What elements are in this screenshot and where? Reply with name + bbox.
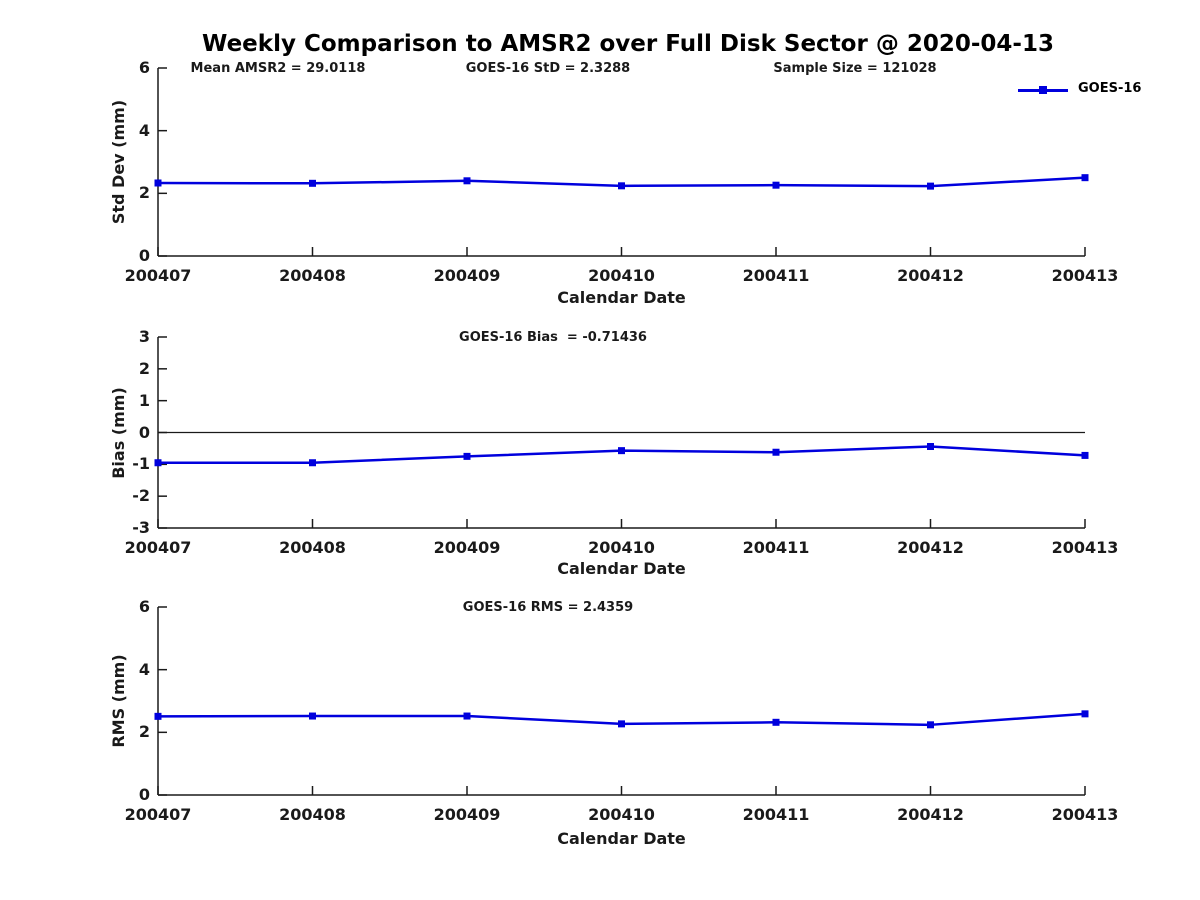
page-title: Weekly Comparison to AMSR2 over Full Dis…	[202, 31, 1054, 57]
annotation-sample-size: Sample Size = 121028	[773, 61, 937, 76]
x-tick-label: 200407	[124, 805, 192, 824]
annotation-goes16-std: GOES-16 StD = 2.3288	[465, 61, 631, 76]
y-tick-label: -3	[132, 518, 150, 537]
data-point-marker	[772, 448, 780, 456]
y-tick-label: 6	[138, 58, 150, 77]
data-point-marker	[309, 712, 316, 720]
data-point-marker	[927, 182, 934, 190]
y-tick-label: 0	[138, 246, 150, 265]
legend-marker-icon	[1039, 86, 1047, 94]
x-tick-label: 200411	[742, 538, 810, 557]
x-tick-label: 200408	[279, 538, 346, 557]
data-point-marker	[463, 452, 471, 460]
data-point-marker	[1081, 710, 1089, 718]
data-point-marker	[154, 179, 162, 187]
x-axis-label-middle: Calendar Date	[557, 559, 686, 578]
y-tick-label: 4	[138, 659, 150, 679]
x-tick-label: 200409	[433, 266, 501, 285]
y-tick-label: -1	[132, 454, 150, 474]
y-tick-label: 2	[138, 722, 150, 742]
annotation-mean-amsr2: Mean AMSR2 = 29.0118	[190, 61, 366, 76]
legend: GOES-16	[1018, 80, 1188, 100]
x-tick-label: 200412	[897, 805, 964, 824]
x-tick-label: 200410	[588, 805, 655, 824]
x-tick-label: 200411	[742, 266, 810, 285]
data-point-marker	[309, 179, 316, 187]
x-tick-label: 200413	[1051, 805, 1119, 824]
x-tick-label: 200409	[433, 805, 501, 824]
x-tick-label: 200413	[1051, 266, 1119, 285]
data-point-marker	[309, 459, 316, 467]
y-tick-label: 0	[138, 785, 150, 804]
x-tick-label: 200410	[588, 538, 655, 557]
data-point-marker	[1081, 174, 1089, 182]
annotation-goes16-rms: GOES-16 RMS = 2.4359	[462, 600, 634, 615]
data-point-marker	[618, 182, 625, 190]
data-point-marker	[1081, 451, 1089, 459]
x-tick-label: 200411	[742, 805, 810, 824]
data-point-marker	[154, 712, 162, 720]
y-tick-label: 0	[138, 422, 150, 442]
y-tick-label: 2	[138, 358, 150, 378]
legend-label: GOES-16	[1078, 81, 1142, 96]
x-tick-label: 200409	[433, 538, 501, 557]
x-axis-label-bottom: Calendar Date	[557, 829, 686, 848]
y-tick-label: -2	[132, 486, 150, 506]
data-point-marker	[463, 177, 471, 185]
x-axis-label-top: Calendar Date	[557, 288, 686, 307]
data-point-marker	[618, 447, 625, 455]
data-point-marker	[154, 459, 162, 467]
data-point-marker	[772, 718, 780, 726]
x-tick-label: 200407	[124, 266, 192, 285]
y-tick-label: 6	[138, 597, 150, 616]
y-tick-label: 3	[138, 327, 150, 346]
y-tick-label: 1	[138, 390, 150, 410]
y-tick-label: 4	[138, 120, 150, 140]
annotation-goes16-bias: GOES-16 Bias = -0.71436	[459, 330, 647, 345]
x-tick-label: 200412	[897, 266, 964, 285]
x-tick-label: 200407	[124, 538, 192, 557]
data-point-marker	[927, 443, 934, 451]
x-tick-label: 200413	[1051, 538, 1119, 557]
data-point-marker	[927, 721, 934, 729]
data-point-marker	[463, 712, 471, 720]
x-tick-label: 200410	[588, 266, 655, 285]
y-tick-label: 2	[138, 183, 150, 203]
x-tick-label: 200408	[279, 805, 346, 824]
data-point-marker	[618, 720, 625, 728]
y-axis-label-rms: RMS (mm)	[109, 654, 128, 748]
x-tick-label: 200412	[897, 538, 964, 557]
data-point-marker	[772, 181, 780, 189]
x-tick-label: 200408	[279, 266, 346, 285]
y-axis-label-stddev: Std Dev (mm)	[109, 99, 128, 225]
